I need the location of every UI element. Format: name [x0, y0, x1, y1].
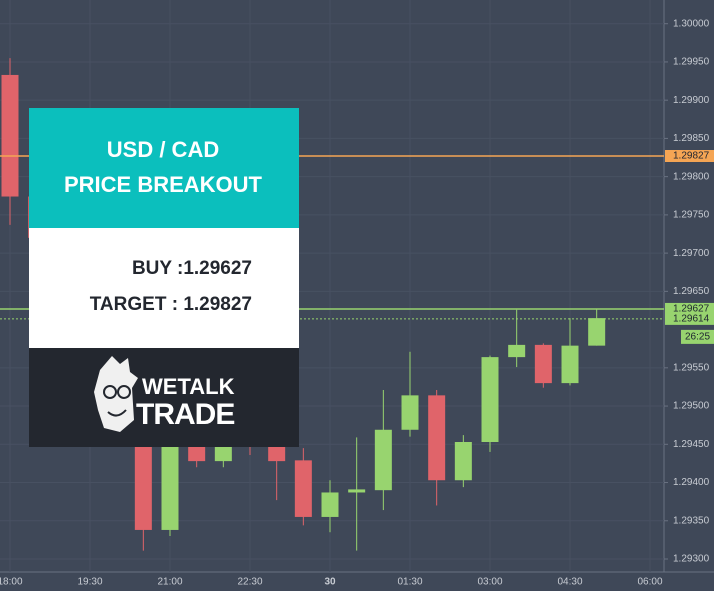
- y-tick-label: 1.29950: [673, 57, 710, 68]
- candle-body: [481, 357, 499, 442]
- y-tick-label: 1.29500: [673, 401, 710, 412]
- price-label: 1.29614: [673, 314, 710, 325]
- card: USD / CAD PRICE BREAKOUT BUY :1.29627 TA…: [29, 108, 299, 447]
- logo-icon: [94, 356, 138, 432]
- candle-body: [588, 318, 606, 346]
- candle-body: [1, 74, 19, 197]
- logo-text: TRADE: [136, 398, 234, 431]
- y-tick-label: 1.29450: [673, 439, 710, 450]
- y-tick-label: 1.29750: [673, 210, 710, 221]
- price-label: 1.29627: [673, 304, 710, 315]
- candle-body: [348, 489, 366, 493]
- candle-body: [401, 395, 419, 430]
- x-tick-label: 04:30: [557, 577, 582, 588]
- countdown-box: [681, 329, 714, 344]
- candle-body: [454, 442, 472, 481]
- y-tick-label: 1.29300: [673, 554, 710, 565]
- x-tick-label: 21:00: [157, 577, 182, 588]
- y-tick-label: 1.29900: [673, 95, 710, 106]
- candle-body: [374, 429, 392, 491]
- card-title: USD / CAD: [107, 137, 219, 162]
- x-tick-label: 22:30: [237, 577, 262, 588]
- x-tick-label: 18:00: [0, 577, 23, 588]
- y-tick-label: 1.29700: [673, 248, 710, 259]
- price-label-box: [665, 312, 714, 325]
- x-tick-label: 06:00: [637, 577, 662, 588]
- candle-body: [294, 460, 312, 517]
- candle-body: [508, 344, 526, 358]
- y-tick-label: 1.30000: [673, 18, 710, 29]
- card-title: PRICE BREAKOUT: [64, 172, 263, 197]
- y-tick-label: 1.29550: [673, 362, 710, 373]
- y-tick-label: 1.29800: [673, 171, 710, 182]
- logo-text: WETALK: [142, 374, 235, 399]
- x-tick-label: 01:30: [397, 577, 422, 588]
- candle-body: [321, 492, 339, 517]
- price-label: 1.29827: [673, 151, 710, 162]
- x-tick-label: 03:00: [477, 577, 502, 588]
- card-footer: [29, 348, 299, 447]
- y-tick-label: 1.29850: [673, 133, 710, 144]
- y-tick-label: 1.29650: [673, 286, 710, 297]
- x-tick-label: 30: [324, 577, 336, 588]
- price-label-box: [665, 302, 714, 315]
- card-header: [29, 108, 299, 228]
- countdown: 26:25: [685, 332, 710, 343]
- candle-body: [428, 395, 446, 481]
- y-tick-label: 1.29400: [673, 477, 710, 488]
- card-body: [29, 228, 299, 348]
- y-tick-label: 1.29350: [673, 515, 710, 526]
- price-label-box: [665, 150, 714, 162]
- candle-body: [534, 344, 552, 384]
- candle-body: [561, 345, 579, 384]
- buy-text: BUY :1.29627: [132, 258, 252, 279]
- target-text: TARGET : 1.29827: [90, 294, 252, 315]
- x-tick-label: 19:30: [77, 577, 102, 588]
